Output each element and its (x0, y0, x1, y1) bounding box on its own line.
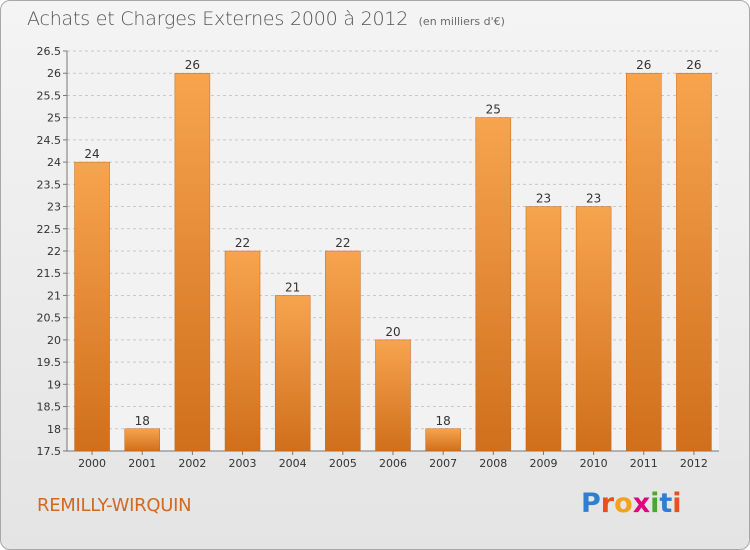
x-tick-label: 2007 (429, 457, 457, 470)
bar (475, 117, 512, 452)
logo-letter: i (650, 488, 660, 519)
bar (325, 250, 361, 452)
bar-value-label: 22 (235, 236, 250, 250)
x-tick-label: 2003 (229, 457, 257, 470)
y-tick-label: 17.5 (37, 445, 62, 458)
y-tick-label: 22 (47, 245, 61, 258)
bar-value-label: 25 (486, 103, 501, 117)
bar (375, 339, 411, 452)
bar (676, 72, 712, 452)
y-tick-label: 24.5 (37, 134, 62, 147)
bar-value-label: 26 (185, 58, 200, 72)
y-tick-label: 20 (47, 334, 61, 347)
x-tick-label: 2011 (630, 457, 658, 470)
bar-value-label: 20 (385, 325, 400, 339)
y-tick-label: 26 (47, 67, 61, 80)
logo-letter: x (632, 488, 651, 519)
bar-value-label: 18 (135, 414, 150, 428)
x-tick-label: 2005 (329, 457, 357, 470)
logo-letter: t (659, 488, 673, 519)
y-tick-label: 25 (47, 112, 61, 125)
chart-title: Achats et Charges Externes 2000 à 2012 (27, 8, 409, 30)
y-tick-label: 18.5 (37, 401, 62, 414)
bar-value-label: 26 (636, 58, 651, 72)
x-tick-label: 2009 (529, 457, 557, 470)
bar (425, 428, 461, 452)
x-tick-label: 2006 (379, 457, 407, 470)
y-tick-label: 26.5 (37, 45, 62, 58)
bar-value-label: 18 (436, 414, 451, 428)
x-tick-label: 2000 (78, 457, 106, 470)
y-tick-label: 23 (47, 201, 61, 214)
x-tick-label: 2004 (279, 457, 307, 470)
y-tick-label: 19 (47, 378, 61, 391)
y-tick-label: 20.5 (37, 312, 62, 325)
bar (626, 72, 662, 452)
x-tick-label: 2002 (178, 457, 206, 470)
logo-letter: o (614, 488, 633, 519)
x-tick-label: 2012 (680, 457, 708, 470)
logo-letter: r (600, 488, 615, 519)
bar (525, 206, 562, 452)
bar-value-label: 26 (686, 58, 701, 72)
bar-value-label: 22 (335, 236, 350, 250)
bar (74, 161, 110, 452)
bar-value-label: 21 (285, 280, 300, 294)
chart-header: Achats et Charges Externes 2000 à 2012 (… (27, 8, 505, 30)
x-tick-label: 2001 (128, 457, 156, 470)
y-tick-label: 21 (47, 289, 61, 302)
logo-letter: i (672, 488, 682, 519)
x-tick-label: 2010 (580, 457, 608, 470)
y-tick-label: 25.5 (37, 89, 62, 102)
bar (575, 206, 612, 452)
y-tick-label: 18 (47, 423, 61, 436)
commune-name: REMILLY-WIRQUIN (37, 495, 192, 516)
chart-subtitle: (en milliers d'€) (418, 15, 505, 28)
y-tick-label: 19.5 (37, 356, 62, 369)
x-tick-label: 2008 (479, 457, 507, 470)
bar (224, 250, 261, 452)
bar (274, 295, 311, 452)
logo-letter: P (581, 488, 601, 519)
bar-value-label: 23 (536, 192, 551, 206)
y-tick-label: 21.5 (37, 267, 62, 280)
bar-value-label: 23 (586, 192, 601, 206)
bar (124, 428, 160, 452)
y-tick-label: 22.5 (37, 223, 62, 236)
bar (174, 72, 211, 452)
y-tick-label: 23.5 (37, 178, 62, 191)
proxiti-logo: Proxiti (581, 488, 682, 519)
y-tick-label: 24 (47, 156, 61, 169)
bar-value-label: 24 (84, 147, 99, 161)
